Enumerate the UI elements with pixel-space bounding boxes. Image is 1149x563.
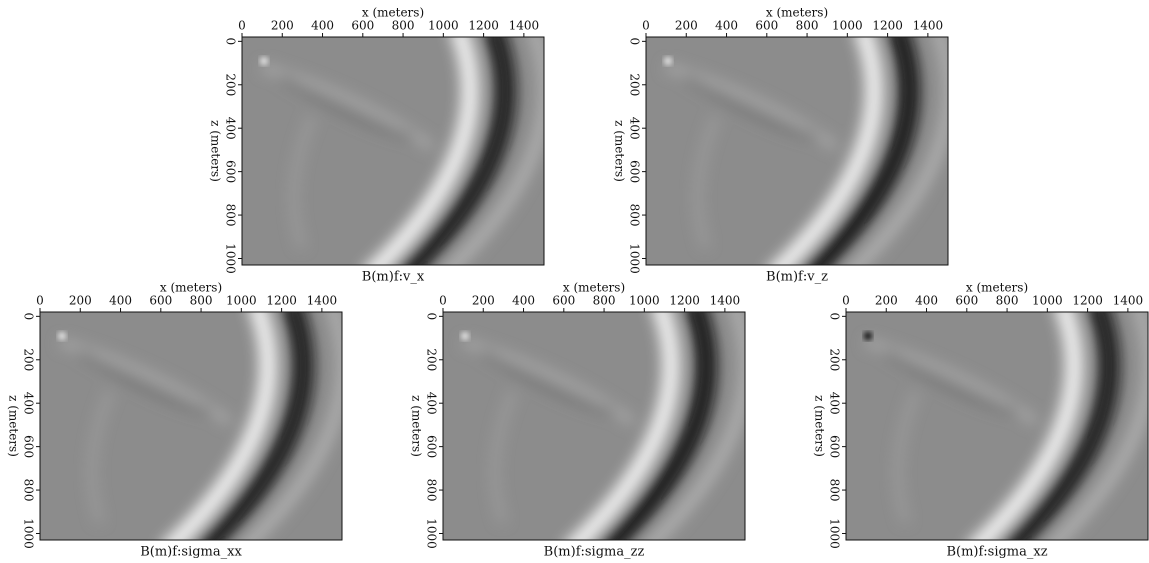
seismic-image <box>443 302 746 552</box>
y-tick-label: 800 <box>22 479 36 502</box>
x-axis-label: x (meters) <box>766 6 828 20</box>
y-tick-label: 0 <box>628 38 642 46</box>
x-tick-label: 600 <box>755 19 778 33</box>
x-tick-label: 1200 <box>266 294 297 308</box>
y-tick-label: 200 <box>828 348 842 371</box>
x-axis-label: x (meters) <box>563 281 625 295</box>
y-tick-label: 0 <box>22 313 36 321</box>
x-tick-label: 1000 <box>226 294 257 308</box>
y-tick-label: 800 <box>224 204 238 227</box>
x-tick-label: 800 <box>190 294 213 308</box>
x-tick-label: 200 <box>271 19 294 33</box>
y-tick-label: 1000 <box>425 518 439 549</box>
x-tick-label: 0 <box>439 294 447 308</box>
x-tick-label: 200 <box>675 19 698 33</box>
x-tick-label: 1400 <box>1113 294 1144 308</box>
x-tick-label: 200 <box>69 294 92 308</box>
y-tick-label: 1000 <box>224 243 238 274</box>
y-tick-label: 800 <box>628 204 642 227</box>
x-tick-label: 800 <box>593 294 616 308</box>
seismic-image <box>846 302 1149 552</box>
y-axis-label: z (meters) <box>7 395 21 457</box>
x-tick-label: 1000 <box>428 19 459 33</box>
x-tick-label: 600 <box>552 294 575 308</box>
y-tick-label: 600 <box>22 435 36 458</box>
x-tick-label: 400 <box>109 294 132 308</box>
y-tick-label: 200 <box>425 348 439 371</box>
x-tick-label: 1200 <box>1072 294 1103 308</box>
x-tick-label: 400 <box>915 294 938 308</box>
x-tick-label: 0 <box>842 294 850 308</box>
x-tick-label: 200 <box>472 294 495 308</box>
x-tick-label: 600 <box>351 19 374 33</box>
y-tick-label: 1000 <box>828 518 842 549</box>
y-tick-label: 200 <box>22 348 36 371</box>
y-axis-label: z (meters) <box>813 395 827 457</box>
y-tick-label: 800 <box>425 479 439 502</box>
x-tick-label: 800 <box>796 19 819 33</box>
y-axis-label: z (meters) <box>209 120 223 182</box>
x-tick-label: 1200 <box>669 294 700 308</box>
y-tick-label: 600 <box>224 160 238 183</box>
y-tick-label: 400 <box>224 117 238 140</box>
x-tick-label: 800 <box>996 294 1019 308</box>
panel-title: B(m)f:v_x <box>362 270 425 285</box>
y-tick-label: 400 <box>22 392 36 415</box>
x-tick-label: 800 <box>392 19 415 33</box>
x-tick-label: 1000 <box>1032 294 1063 308</box>
y-tick-label: 0 <box>828 313 842 321</box>
x-tick-label: 200 <box>875 294 898 308</box>
x-tick-label: 1400 <box>913 19 944 33</box>
x-tick-label: 600 <box>149 294 172 308</box>
y-tick-label: 200 <box>224 73 238 96</box>
panel-title: B(m)f:sigma_xz <box>946 545 1047 560</box>
x-tick-label: 600 <box>955 294 978 308</box>
panel-title: B(m)f:sigma_xx <box>140 545 242 560</box>
y-tick-label: 1000 <box>628 243 642 274</box>
y-tick-label: 0 <box>425 313 439 321</box>
y-tick-label: 400 <box>828 392 842 415</box>
x-axis-label: x (meters) <box>362 6 424 20</box>
seismic-image <box>40 302 343 552</box>
x-tick-label: 0 <box>238 19 246 33</box>
x-tick-label: 1400 <box>307 294 338 308</box>
x-tick-label: 0 <box>36 294 44 308</box>
x-axis-label: x (meters) <box>160 281 222 295</box>
y-tick-label: 400 <box>425 392 439 415</box>
seismic-image <box>242 27 545 277</box>
y-tick-label: 600 <box>628 160 642 183</box>
y-tick-label: 600 <box>425 435 439 458</box>
y-tick-label: 400 <box>628 117 642 140</box>
x-tick-label: 1400 <box>509 19 540 33</box>
y-tick-label: 800 <box>828 479 842 502</box>
x-tick-label: 1000 <box>629 294 660 308</box>
x-tick-label: 0 <box>642 19 650 33</box>
y-tick-label: 200 <box>628 73 642 96</box>
x-axis-label: x (meters) <box>966 281 1028 295</box>
y-axis-label: z (meters) <box>613 120 627 182</box>
figure: 0 200 400 600 800 1000 1200 1400 0 200 400 600 800 10… <box>0 0 1149 563</box>
x-tick-label: 1200 <box>872 19 903 33</box>
x-tick-label: 1400 <box>710 294 741 308</box>
x-tick-label: 400 <box>512 294 535 308</box>
seismic-image <box>646 27 949 277</box>
x-tick-label: 1000 <box>832 19 863 33</box>
x-tick-label: 400 <box>715 19 738 33</box>
panel-title: B(m)f:v_z <box>766 270 828 285</box>
x-tick-label: 400 <box>311 19 334 33</box>
y-tick-label: 1000 <box>22 518 36 549</box>
panel-title: B(m)f:sigma_zz <box>544 545 645 560</box>
y-tick-label: 0 <box>224 38 238 46</box>
y-tick-label: 600 <box>828 435 842 458</box>
x-tick-label: 1200 <box>468 19 499 33</box>
y-axis-label: z (meters) <box>410 395 424 457</box>
